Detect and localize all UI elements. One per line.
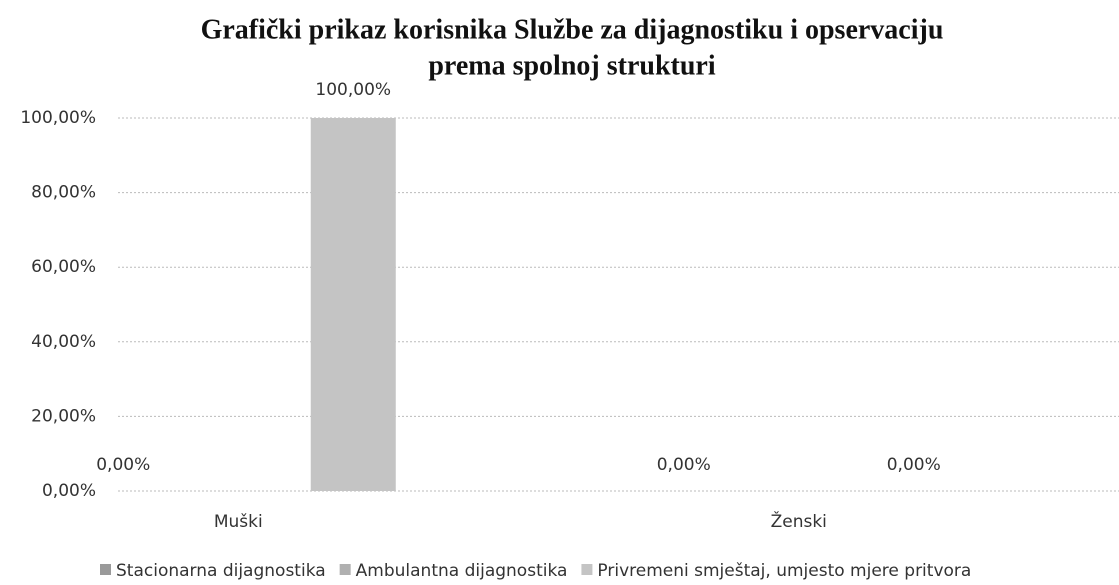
y-tick-label: 60,00% [31, 257, 96, 277]
value-label: 0,00% [657, 455, 711, 475]
y-tick-label: 100,00% [20, 108, 96, 128]
legend-swatch [339, 564, 351, 575]
chart-title: Grafički prikaz korisnika Službe za dija… [201, 14, 944, 45]
value-label: 100,00% [315, 80, 391, 100]
legend-label: Ambulantna dijagnostika [356, 561, 568, 581]
y-tick-label: 0,00% [42, 481, 96, 501]
x-tick-label: Ženski [771, 510, 827, 532]
value-label: 0,00% [96, 455, 150, 475]
y-tick-label: 20,00% [31, 406, 96, 426]
bar [310, 118, 396, 491]
legend-label: Privremeni smještaj, umjesto mjere pritv… [597, 561, 971, 581]
y-tick-label: 80,00% [31, 183, 96, 203]
x-tick-label: Muški [214, 512, 263, 532]
value-label: 0,00% [887, 455, 941, 475]
legend-swatch [100, 564, 111, 575]
legend-swatch [581, 564, 593, 575]
y-tick-label: 40,00% [31, 332, 96, 352]
chart-title: prema spolnoj strukturi [428, 50, 716, 81]
legend-label: Stacionarna dijagnostika [116, 561, 326, 581]
